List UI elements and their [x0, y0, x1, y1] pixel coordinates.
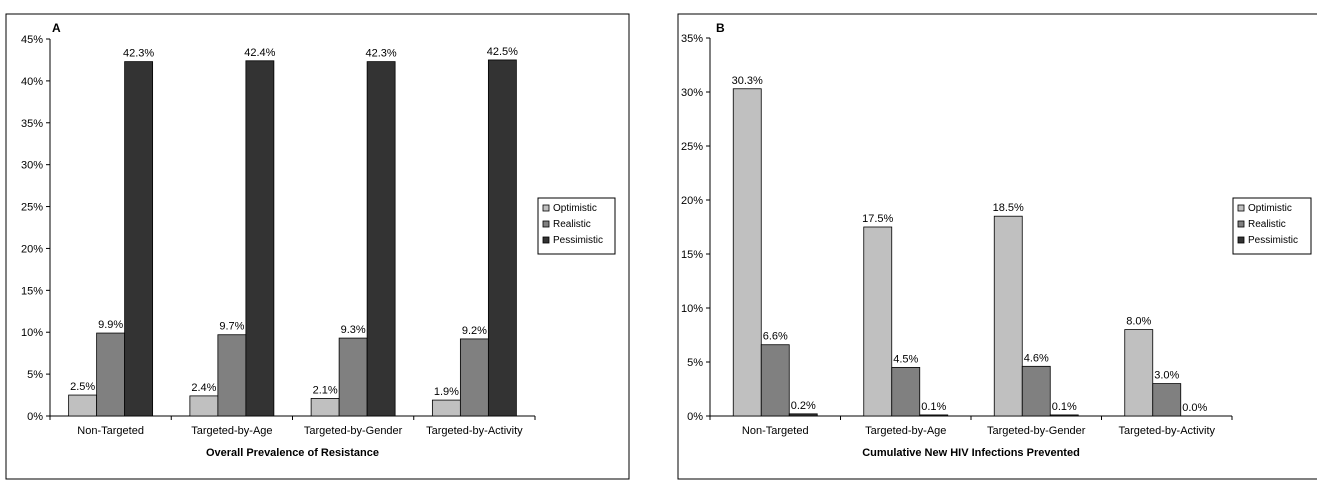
y-tick-label: 15%: [681, 249, 703, 261]
category-label: Targeted-by-Activity: [1118, 425, 1215, 437]
data-label: 1.9%: [434, 386, 459, 398]
category-label: Targeted-by-Age: [191, 425, 272, 437]
bar-pessimistic-3: [487, 59, 517, 417]
x-axis-title: Overall Prevalence of Resistance: [206, 447, 379, 459]
data-label: 4.6%: [1024, 352, 1049, 364]
data-label: 42.4%: [244, 47, 275, 59]
y-tick-label: 5%: [27, 369, 43, 381]
y-tick-label: 0%: [27, 411, 43, 423]
data-label: 8.0%: [1126, 316, 1151, 328]
data-label: 2.1%: [313, 384, 338, 396]
bar-realistic-3: [1152, 383, 1182, 417]
data-label: 0.1%: [921, 401, 946, 413]
bar-realistic-3: [459, 338, 489, 417]
data-label: 4.5%: [893, 353, 918, 365]
data-label: 9.7%: [219, 321, 244, 333]
legend-swatch-realistic: [542, 220, 550, 228]
category-label: Targeted-by-Age: [865, 425, 946, 437]
y-tick-label: 10%: [681, 303, 703, 315]
legend-swatch-optimistic: [1237, 204, 1245, 212]
data-label: 6.6%: [763, 331, 788, 343]
bar-realistic-0: [760, 344, 790, 417]
legend-label: Optimistic: [553, 203, 597, 214]
panel-a: A 0% 5% 10% 15% 20% 25% 30% 35% 40% 45% 2.5% 9.9% 42.…: [0, 0, 640, 480]
data-label: 9.9%: [98, 319, 123, 331]
data-label: 0.1%: [1052, 401, 1077, 413]
panel-letter: A: [52, 21, 61, 35]
data-label: 42.3%: [366, 48, 397, 60]
data-label: 42.3%: [123, 48, 154, 60]
legend-swatch-pessimistic: [1237, 236, 1245, 244]
bar-optimistic-1: [863, 226, 893, 417]
legend-label: Optimistic: [1248, 203, 1292, 214]
category-label: Non-Targeted: [742, 425, 809, 437]
bar-pessimistic-0: [788, 413, 818, 417]
panel-letter: B: [716, 21, 725, 35]
bar-optimistic-2: [310, 398, 340, 417]
legend-label: Realistic: [553, 219, 591, 230]
bar-pessimistic-2: [366, 61, 396, 417]
data-label: 9.2%: [462, 325, 487, 337]
data-label: 0.2%: [791, 400, 816, 412]
bar-optimistic-0: [68, 394, 98, 417]
bar-optimistic-1: [189, 395, 219, 417]
y-tick-label: 30%: [681, 87, 703, 99]
bar-pessimistic-1: [919, 414, 949, 417]
data-label: 30.3%: [732, 75, 763, 87]
chart-a: A 0% 5% 10% 15% 20% 25% 30% 35% 40% 45% 2.5% 9.9% 42.…: [5, 13, 630, 480]
y-tick-label: 20%: [681, 195, 703, 207]
legend-box: [537, 197, 616, 255]
data-label: 0.0%: [1182, 402, 1207, 414]
bar-realistic-2: [338, 337, 368, 417]
x-axis-title: Cumulative New HIV Infections Prevented: [862, 447, 1080, 459]
y-tick-label: 45%: [21, 34, 43, 46]
legend-label: Pessimistic: [1248, 235, 1298, 246]
category-label: Non-Targeted: [77, 425, 144, 437]
data-label: 3.0%: [1154, 370, 1179, 382]
bar-realistic-1: [891, 366, 921, 417]
category-label: Targeted-by-Gender: [304, 425, 403, 437]
y-tick-label: 25%: [21, 202, 43, 214]
legend-box: [1232, 197, 1312, 255]
legend-label: Pessimistic: [553, 235, 603, 246]
y-tick-label: 25%: [681, 141, 703, 153]
bar-optimistic-0: [732, 88, 762, 417]
y-tick-label: 30%: [21, 160, 43, 172]
legend-swatch-realistic: [1237, 220, 1245, 228]
y-tick-label: 20%: [21, 243, 43, 255]
y-tick-label: 35%: [681, 33, 703, 45]
data-label: 18.5%: [993, 202, 1024, 214]
data-label: 42.5%: [487, 46, 518, 58]
y-tick-label: 0%: [687, 411, 703, 423]
bar-realistic-0: [96, 332, 126, 417]
category-label: Targeted-by-Activity: [426, 425, 523, 437]
bar-pessimistic-2: [1049, 414, 1079, 417]
legend-swatch-optimistic: [542, 204, 550, 212]
bar-optimistic-2: [993, 215, 1023, 417]
bar-realistic-1: [217, 334, 247, 417]
y-tick-label: 10%: [21, 327, 43, 339]
bar-pessimistic-0: [124, 61, 154, 417]
bar-realistic-2: [1021, 365, 1051, 417]
legend-label: Realistic: [1248, 219, 1286, 230]
bar-optimistic-3: [431, 399, 461, 417]
bar-pessimistic-1: [245, 60, 275, 417]
y-tick-label: 40%: [21, 76, 43, 88]
data-label: 2.4%: [191, 382, 216, 394]
data-label: 2.5%: [70, 381, 95, 393]
chart-b: B 0% 5% 10% 15% 20% 25% 30% 35% 30.3% 6.6% 0.2% Non-…: [677, 13, 1317, 480]
category-label: Targeted-by-Gender: [987, 425, 1086, 437]
panel-b: B 0% 5% 10% 15% 20% 25% 30% 35% 30.3% 6.6% 0.2% Non-…: [672, 0, 1317, 480]
legend-swatch-pessimistic: [542, 236, 550, 244]
data-label: 9.3%: [341, 324, 366, 336]
y-tick-label: 35%: [21, 118, 43, 130]
data-label: 17.5%: [862, 213, 893, 225]
y-tick-label: 5%: [687, 357, 703, 369]
bar-optimistic-3: [1124, 329, 1154, 417]
y-tick-label: 15%: [21, 285, 43, 297]
